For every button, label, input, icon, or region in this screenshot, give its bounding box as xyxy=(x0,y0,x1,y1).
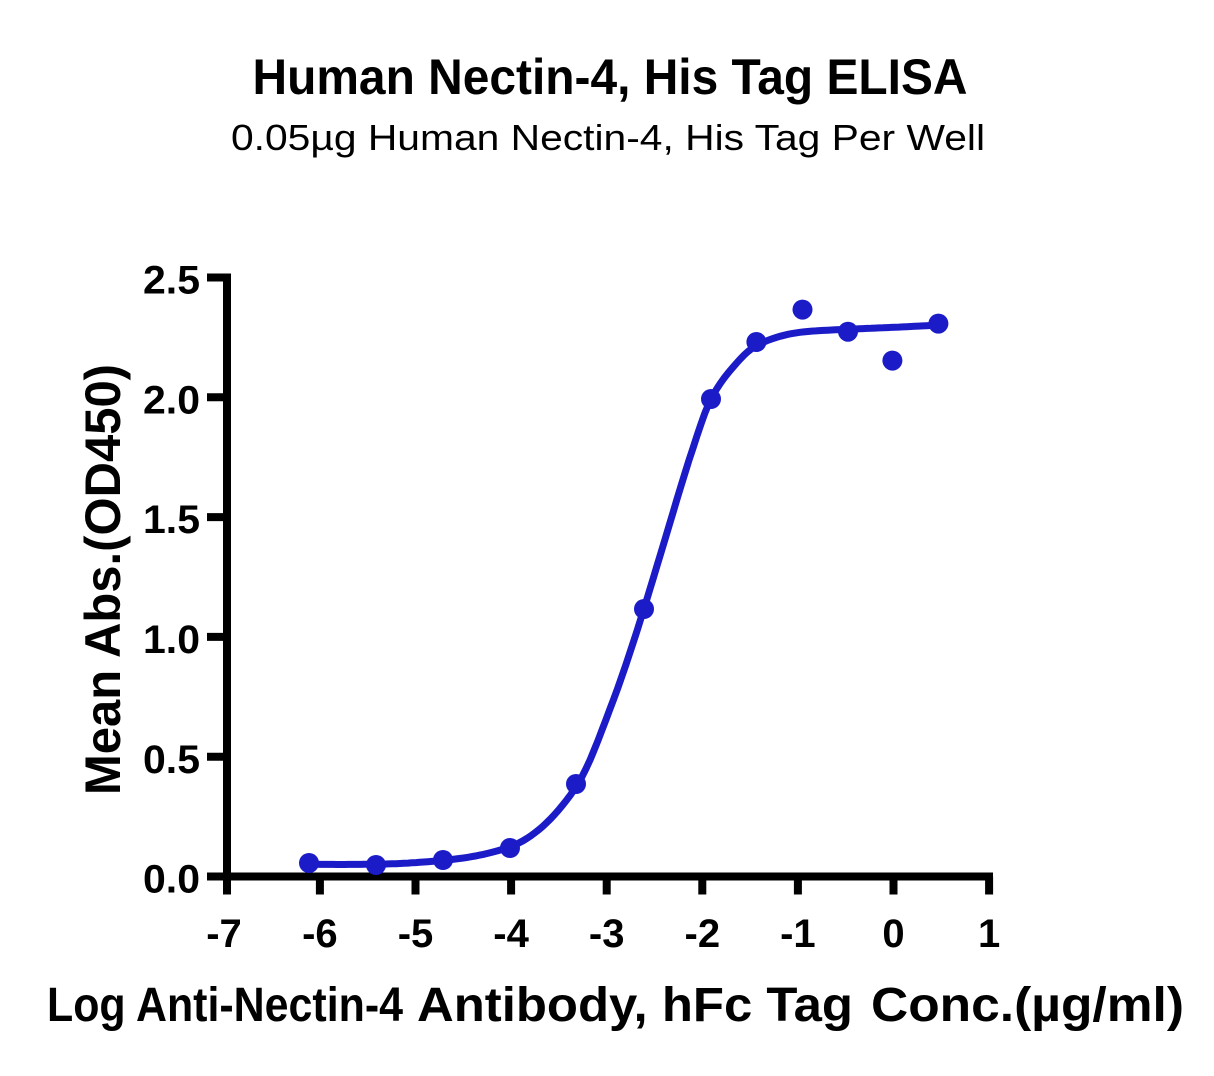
svg-text:Conc.(µg/ml): Conc.(µg/ml) xyxy=(871,979,1184,1032)
svg-text:Mean Abs.(OD450): Mean Abs.(OD450) xyxy=(75,364,131,795)
svg-text:0: 0 xyxy=(882,912,904,956)
svg-text:-6: -6 xyxy=(302,912,338,956)
svg-text:Antibody, hFc Tag: Antibody, hFc Tag xyxy=(417,979,853,1032)
svg-text:-7: -7 xyxy=(206,912,242,956)
svg-text:2.5: 2.5 xyxy=(143,259,200,303)
svg-text:0.5: 0.5 xyxy=(143,738,200,782)
svg-text:Human Nectin-4, His Tag ELISA: Human Nectin-4, His Tag ELISA xyxy=(253,49,968,105)
svg-text:0.0: 0.0 xyxy=(143,858,200,902)
svg-text:Log Anti-Nectin-4: Log Anti-Nectin-4 xyxy=(47,979,403,1032)
svg-text:1.0: 1.0 xyxy=(143,618,200,662)
svg-text:1.5: 1.5 xyxy=(143,498,200,542)
svg-text:1: 1 xyxy=(978,912,1000,956)
svg-text:-2: -2 xyxy=(685,912,721,956)
svg-text:-5: -5 xyxy=(398,912,434,956)
svg-text:0.05µg Human Nectin-4, His Tag: 0.05µg Human Nectin-4, His Tag Per Well xyxy=(231,117,985,158)
svg-text:-1: -1 xyxy=(780,912,816,956)
svg-text:-4: -4 xyxy=(493,912,529,956)
svg-text:2.0: 2.0 xyxy=(143,378,200,422)
svg-text:-3: -3 xyxy=(589,912,625,956)
